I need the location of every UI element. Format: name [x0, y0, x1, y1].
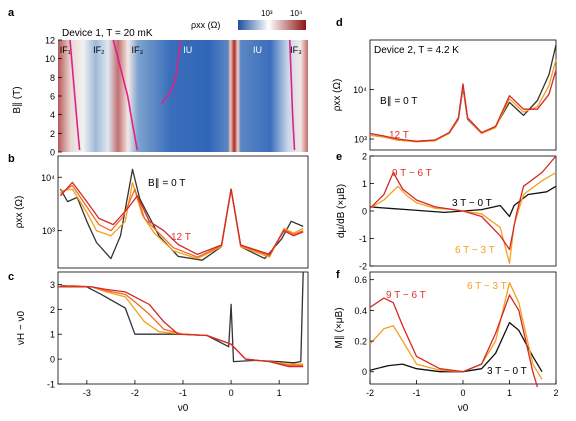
panel-e-ytick-label-1: -1: [359, 234, 367, 244]
panel-a-trace-0: [69, 39, 81, 151]
panel-b-annot-0: B∥ = 0 T: [148, 178, 185, 189]
panel-f-annot-1: 6 T − 3 T: [467, 281, 507, 292]
panel-c-ytick-label-0: -1: [47, 380, 55, 390]
panel-e-annot-0: 9 T − 6 T: [392, 168, 432, 179]
colorbar: [238, 20, 306, 30]
panel-a-ylabel: B∥ (T): [12, 86, 23, 113]
panel-c-ytick-label-1: 0: [50, 355, 55, 365]
panel-f-series-2: [369, 294, 539, 388]
panel-c-series-3: [58, 286, 304, 368]
panel-a-region-5: IF₃: [290, 45, 302, 55]
panel-d-annot-0: B∥ = 0 T: [380, 96, 417, 107]
panel-c-label: c: [8, 271, 14, 283]
panel-d-label: d: [336, 17, 343, 29]
panel-c-xtick-label-3: 0: [229, 388, 234, 398]
panel-c: c νH − ν0 -1 0 1 2 3 -3 -2 -1 0 1 ν0: [8, 271, 309, 414]
panel-f-xtick-label-3: 1: [507, 388, 512, 398]
panel-b-series-3: [59, 181, 304, 256]
colorbar-label: ρxx (Ω): [191, 20, 220, 30]
panel-a-ytick-label-6: 12: [45, 36, 55, 46]
panel-b: b ρxx (Ω) 10³ 10⁴ B∥ = 0 T 12 T: [8, 153, 309, 269]
panel-e-series-2: [369, 155, 557, 251]
panel-e-ytick-label-4: 2: [362, 152, 367, 162]
panel-c-xtick-label-4: 1: [277, 388, 282, 398]
panel-e: e dμ/dB (×μB) -2 -1 0 1 2 9 T − 6 T 3 T − 0 …: [336, 151, 557, 272]
panel-c-series-2: [57, 285, 304, 366]
panel-a-ytick-label-2: 4: [50, 110, 55, 120]
panel-e-ylabel: dμ/dB (×μB): [336, 184, 347, 238]
panel-f-series-0: [369, 321, 543, 373]
panel-a-ytick-label-1: 2: [50, 129, 55, 139]
panel-a-ytick-label-4: 8: [50, 73, 55, 83]
panel-a-title: Device 1, T = 20 mK: [62, 28, 153, 39]
panel-d-ylabel: ρxx (Ω): [332, 79, 343, 112]
panel-a-trace-2: [160, 39, 182, 104]
panel-a-region-1: IF₂: [93, 45, 105, 55]
panel-c-ytick-label-4: 3: [50, 280, 55, 290]
panel-d-series-0: [369, 44, 557, 142]
panel-f-xtick-label-1: -1: [412, 388, 420, 398]
panel-b-ytick-label-1: 10⁴: [41, 173, 55, 183]
panel-b-series-0: [59, 168, 304, 261]
panel-a: a IF₁ IF₂ IF₃ IU IU IF₃ Device 1, T = 20 mK B…: [8, 7, 308, 158]
panel-c-series-0: [57, 271, 304, 364]
panel-d-title: Device 2, T = 4.2 K: [374, 45, 459, 56]
panel-f-ylabel: M∥ (×μB): [334, 307, 345, 348]
panel-a-label: a: [8, 7, 15, 19]
panel-a-region-0: IF₁: [60, 45, 71, 55]
panel-e-annot-2: 6 T − 3 T: [455, 245, 495, 256]
panel-f-annot-2: 3 T − 0 T: [487, 366, 527, 377]
panel-f-ytick-label-1: 0.2: [354, 337, 367, 347]
panel-a-ytick-label-3: 6: [50, 92, 55, 102]
panel-f-frame: [369, 271, 557, 385]
panel-b-ytick-label-0: 10³: [42, 226, 55, 236]
panel-b-annot-1: 12 T: [171, 232, 191, 243]
panel-f-xtick-label-2: 0: [460, 388, 465, 398]
panel-a-region-4: IU: [253, 45, 262, 55]
panel-e-annot-1: 3 T − 0 T: [452, 198, 492, 209]
panel-c-series-1: [57, 285, 304, 365]
panel-a-ytick-label-5: 10: [45, 54, 55, 64]
panel-b-label: b: [8, 153, 15, 165]
panel-a-region-3: IU: [183, 45, 192, 55]
panel-e-ytick-label-3: 1: [362, 179, 367, 189]
panel-e-ytick-label-2: 0: [362, 207, 367, 217]
panel-b-frame: [57, 155, 309, 269]
panel-d-frame: [369, 39, 557, 151]
panel-f-xtick-label-0: -2: [366, 388, 374, 398]
panel-f-xlabel: ν0: [458, 403, 469, 414]
panel-a-trace-3: [288, 39, 296, 151]
panel-d-series-2: [369, 69, 557, 142]
panel-f-xtick-label-4: 2: [553, 388, 558, 398]
panel-f: f M∥ (×μB) 0 0.2 0.4 0.6 -2 -1 0 1 2 ν0 9 T − 6…: [334, 269, 559, 414]
colorbar-tick-low: 10³: [261, 9, 273, 18]
panel-a-ytick-label-0: 0: [50, 148, 55, 158]
panel-f-ytick-label-2: 0.4: [354, 306, 367, 316]
panel-b-ylabel: ρxx (Ω): [14, 196, 25, 229]
panel-d: d Device 2, T = 4.2 K ρxx (Ω) 10³ 10⁴ B∥ …: [332, 17, 557, 151]
panel-d-ytick-label-0: 10³: [354, 135, 367, 145]
panel-c-ytick-label-3: 2: [50, 305, 55, 315]
panel-c-xtick-label-1: -2: [131, 388, 139, 398]
panel-d-annot-1: 12 T: [389, 130, 409, 141]
panel-c-xtick-label-2: -1: [179, 388, 187, 398]
panel-c-xlabel: ν0: [178, 403, 189, 414]
panel-d-ytick-label-1: 10⁴: [353, 85, 367, 95]
panel-f-label: f: [336, 269, 340, 281]
panel-a-heatmap: [58, 40, 308, 152]
panel-f-ytick-label-0: 0: [362, 367, 367, 377]
panel-e-series-0: [369, 185, 557, 218]
panel-a-trace-1: [112, 39, 139, 151]
panel-f-annot-0: 9 T − 6 T: [386, 290, 426, 301]
panel-c-ytick-label-2: 1: [50, 330, 55, 340]
panel-a-region-2: IF₃: [131, 45, 143, 55]
colorbar-tick-high: 10⁴: [290, 9, 303, 18]
panel-c-ylabel: νH − ν0: [16, 310, 27, 345]
panel-f-ytick-label-3: 0.6: [354, 275, 367, 285]
panel-e-label: e: [336, 151, 342, 163]
panel-c-xtick-label-0: -3: [83, 388, 91, 398]
panel-e-ytick-label-0: -2: [359, 262, 367, 272]
